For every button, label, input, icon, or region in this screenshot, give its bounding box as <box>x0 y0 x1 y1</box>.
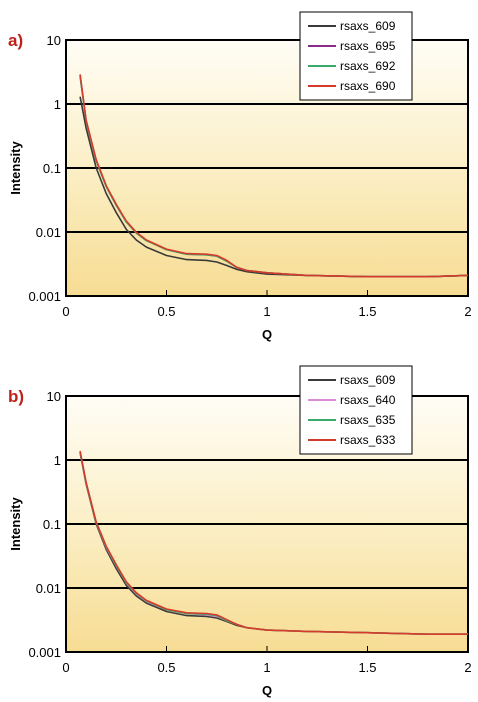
y-tick-label: 0.001 <box>28 289 61 304</box>
plot-frame <box>65 395 469 653</box>
x-tick-label: 0.5 <box>157 660 175 675</box>
legend-label: rsaxs_692 <box>340 59 396 73</box>
series-line-rsaxs_633 <box>79 450 468 636</box>
legend-label: rsaxs_609 <box>340 19 396 33</box>
legend-label: rsaxs_695 <box>340 39 396 53</box>
y-axis-label: Intensity <box>8 141 23 195</box>
x-tick-label: 1.5 <box>358 660 376 675</box>
y-tick-label: 0.1 <box>43 161 61 176</box>
legend-label: rsaxs_609 <box>340 373 396 387</box>
x-tick-label: 1 <box>263 660 270 675</box>
y-tick-label: 0.001 <box>28 645 61 660</box>
y-tick-label: 1 <box>54 97 61 112</box>
legend: rsaxs_609 rsaxs_640 rsaxs_635 rsaxs_633 <box>299 365 413 455</box>
x-tick-label: 0 <box>62 304 69 319</box>
legend-label: rsaxs_633 <box>340 433 396 447</box>
chart-panel-2: 0.001 0.01 0.1 1 10 0 0.5 1 1.5 2 Q Intensity b) rsax… <box>8 365 472 698</box>
y-tick-label: 1 <box>54 453 61 468</box>
x-tick-label: 2 <box>464 304 471 319</box>
x-tick-label: 0 <box>62 660 69 675</box>
chart-panel-1: 0.001 0.01 0.1 1 10 0 0.5 1 1.5 2 Q Intensity a) rsax… <box>8 11 472 342</box>
legend-label: rsaxs_690 <box>340 79 396 93</box>
x-axis-label: Q <box>262 683 272 698</box>
y-tick-label: 0.01 <box>36 225 61 240</box>
legend-label: rsaxs_635 <box>340 413 396 427</box>
plot-frame <box>65 39 469 297</box>
y-tick-label: 10 <box>47 389 61 404</box>
x-tick-label: 2 <box>464 660 471 675</box>
panel-label: b) <box>8 387 24 406</box>
x-tick-label: 1 <box>263 304 270 319</box>
legend: rsaxs_609 rsaxs_695 rsaxs_692 rsaxs_690 <box>299 11 413 101</box>
x-tick-label: 0.5 <box>157 304 175 319</box>
y-tick-label: 0.1 <box>43 517 61 532</box>
series-line-rsaxs_690 <box>79 74 469 278</box>
x-axis-label: Q <box>262 327 272 342</box>
y-tick-label: 10 <box>47 33 61 48</box>
panel-label: a) <box>8 31 23 50</box>
y-axis-label: Intensity <box>8 497 23 551</box>
y-tick-label: 0.01 <box>36 581 61 596</box>
legend-label: rsaxs_640 <box>340 393 396 407</box>
x-tick-label: 1.5 <box>358 304 376 319</box>
